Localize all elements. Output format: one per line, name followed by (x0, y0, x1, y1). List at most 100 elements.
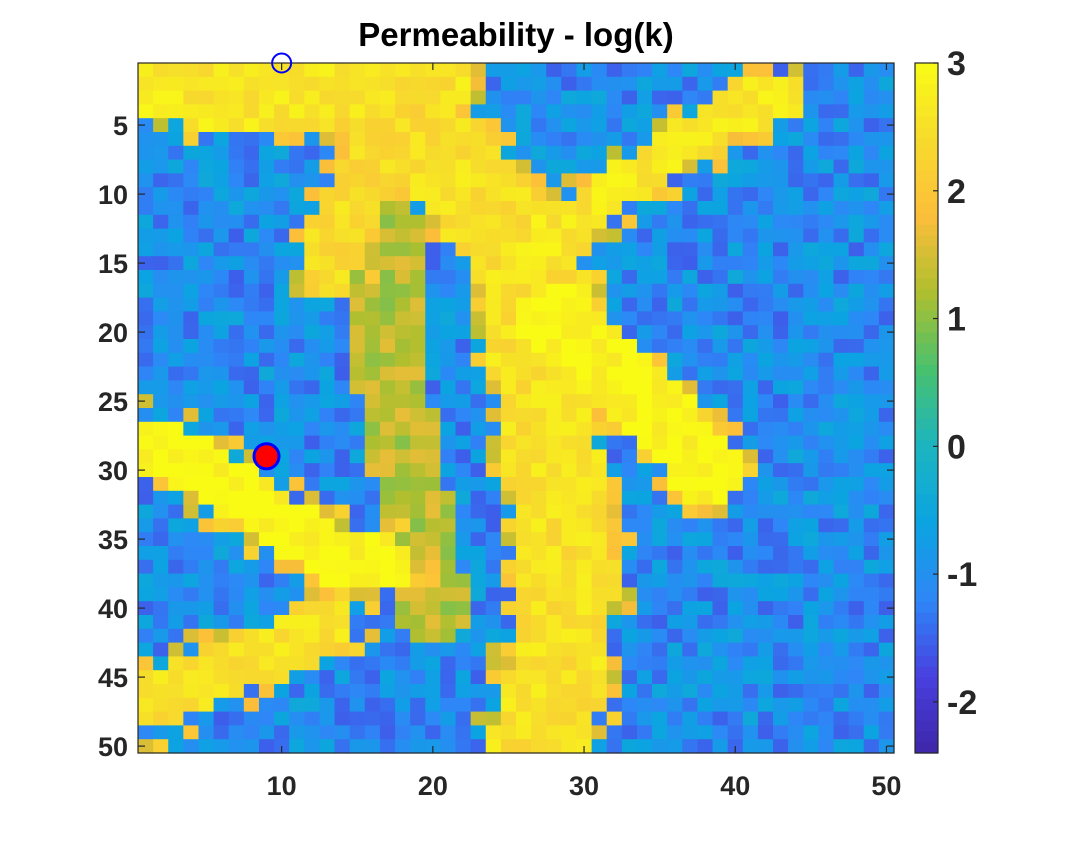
heatmap-cell (274, 725, 290, 740)
heatmap-cell (682, 449, 699, 464)
heatmap-cell (455, 628, 472, 644)
heatmap-cell (304, 601, 321, 616)
heatmap-cell (274, 366, 290, 381)
heatmap-cell (410, 573, 426, 588)
heatmap-cell (243, 366, 260, 381)
heatmap-cell (138, 518, 154, 533)
heatmap-cell (621, 159, 638, 174)
heatmap-cell (395, 76, 411, 92)
heatmap-cell (258, 104, 275, 119)
heatmap-cell (697, 463, 714, 478)
heatmap-cell (455, 311, 472, 326)
heatmap-cell (742, 118, 759, 133)
heatmap-cell (803, 725, 819, 740)
heatmap-cell (636, 697, 653, 713)
heatmap-cell (364, 187, 381, 202)
heatmap-cell (606, 90, 623, 105)
heatmap-cell (531, 214, 547, 230)
heatmap-cell (863, 270, 880, 285)
heatmap-cell (395, 697, 411, 713)
heatmap-cell (606, 615, 623, 630)
heatmap-cell (833, 118, 850, 133)
heatmap-cell (561, 228, 578, 243)
heatmap-cell (213, 408, 230, 423)
heatmap-cell (773, 380, 789, 395)
heatmap-cell (425, 352, 441, 368)
heatmap-cell (364, 477, 381, 492)
heatmap-cell (697, 325, 714, 340)
heatmap-cell (682, 187, 699, 202)
heatmap-cell (334, 421, 351, 437)
heatmap-cell (304, 449, 321, 464)
heatmap-cell (274, 228, 290, 243)
heatmap-cell (878, 118, 895, 133)
heatmap-cell (742, 173, 759, 188)
heatmap-cell (289, 642, 305, 657)
heatmap-cell (863, 670, 880, 685)
production-well-marker (271, 52, 293, 74)
heatmap-cell (757, 214, 774, 230)
heatmap-cell (455, 725, 472, 740)
heatmap-cell (485, 325, 502, 340)
heatmap-cell (304, 104, 321, 119)
heatmap-cell (516, 601, 532, 616)
heatmap-cell (606, 297, 623, 312)
heatmap-cell (500, 739, 517, 754)
heatmap-cell (667, 463, 683, 478)
heatmap-cell (410, 697, 426, 713)
heatmap-cell (395, 739, 411, 754)
heatmap-cell (485, 380, 502, 395)
heatmap-cell (228, 145, 245, 161)
heatmap-cell (425, 408, 441, 423)
heatmap-cell (546, 256, 562, 271)
heatmap-cell (546, 684, 562, 699)
heatmap-cell (349, 628, 366, 644)
heatmap-cell (379, 380, 396, 395)
heatmap-cell (228, 159, 245, 174)
heatmap-cell (440, 90, 457, 105)
heatmap-cell (788, 325, 804, 340)
colorbar-segment (915, 537, 938, 549)
heatmap-cell (773, 90, 789, 105)
heatmap-cell (198, 642, 215, 657)
heatmap-cell (304, 573, 321, 588)
heatmap-cell (773, 187, 789, 202)
heatmap-cell (848, 270, 865, 285)
heatmap-cell (833, 435, 850, 450)
heatmap-cell (576, 408, 593, 423)
heatmap-cell (818, 256, 835, 271)
heatmap-cell (485, 490, 502, 506)
heatmap-cell (803, 463, 819, 478)
heatmap-cell (742, 615, 759, 630)
heatmap-cell (243, 352, 260, 368)
heatmap-cell (425, 394, 441, 409)
heatmap-cell (667, 228, 683, 243)
heatmap-cell (833, 187, 850, 202)
heatmap-cell (712, 725, 729, 740)
heatmap-cell (500, 490, 517, 506)
heatmap-cell (213, 739, 230, 754)
heatmap-cell (243, 573, 260, 588)
heatmap-cell (410, 408, 426, 423)
heatmap-cell (561, 187, 578, 202)
heatmap-cell (379, 76, 396, 92)
heatmap-cell (636, 187, 653, 202)
heatmap-cell (788, 201, 804, 216)
heatmap-cell (712, 435, 729, 450)
heatmap-cell (183, 297, 200, 312)
heatmap-cell (712, 449, 729, 464)
heatmap-cell (168, 408, 184, 423)
heatmap-cell (198, 104, 215, 119)
heatmap-cell (712, 187, 729, 202)
heatmap-cell (561, 201, 578, 216)
heatmap-cell (682, 145, 699, 161)
heatmap-cell (243, 697, 260, 713)
heatmap-cell (531, 615, 547, 630)
heatmap-cell (274, 711, 290, 726)
heatmap-cell (334, 504, 351, 519)
heatmap-cell (455, 739, 472, 754)
heatmap-cell (757, 242, 774, 257)
colorbar-segment (915, 289, 938, 301)
heatmap-cell (727, 352, 744, 368)
heatmap-cell (727, 201, 744, 216)
